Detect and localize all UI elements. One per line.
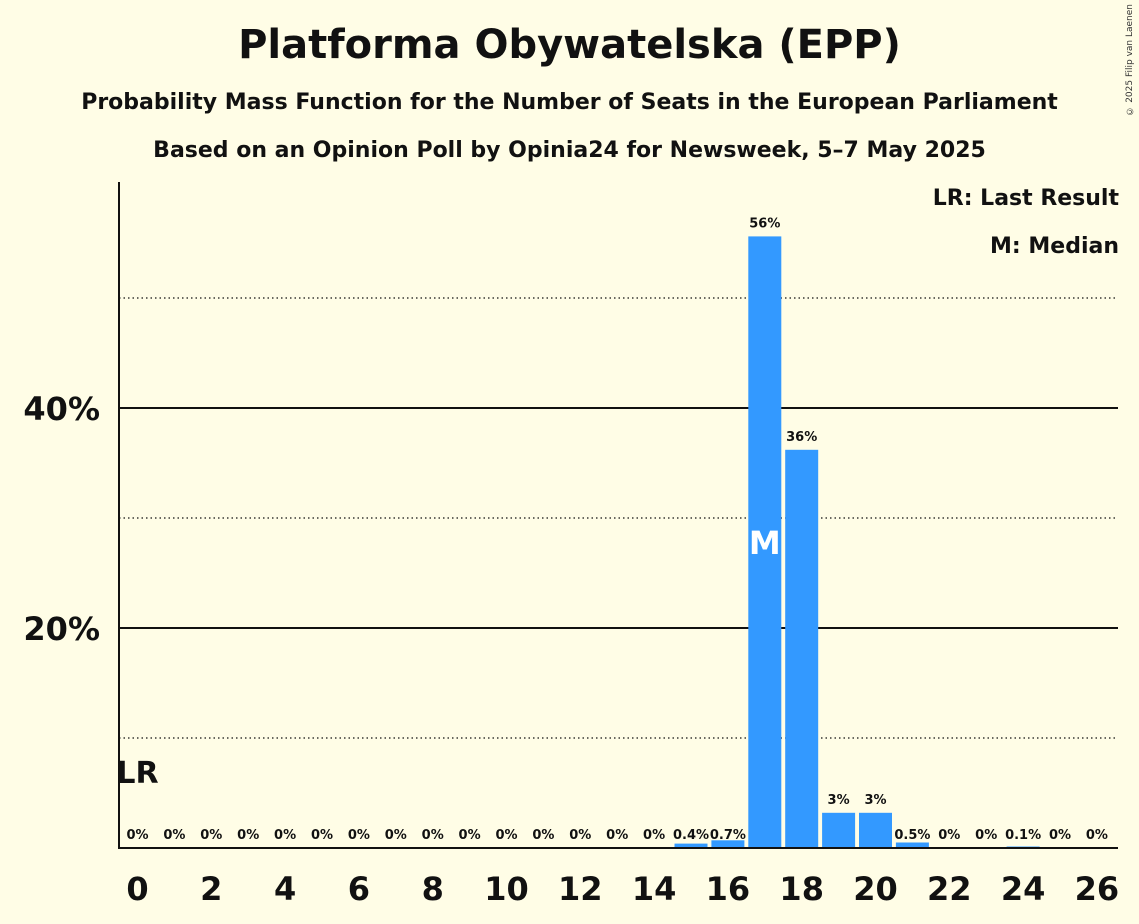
x-tick-label: 18 [779,870,824,908]
data-label-seat-23: 0% [975,828,997,843]
last-result-marker: LR [116,756,158,791]
bar-seat-18 [785,449,819,848]
data-label-seat-16: 0.7% [710,828,746,843]
data-label-seat-5: 0% [311,828,333,843]
x-tick-label: 2 [200,870,222,908]
bar-seat-17 [748,236,782,848]
data-label-seat-2: 0% [200,828,222,843]
bar-seat-20 [859,812,892,848]
y-tick-label: 20% [23,610,100,648]
data-label-seat-7: 0% [385,828,407,843]
data-label-seat-18: 36% [786,430,817,445]
x-tick-label: 22 [927,870,972,908]
data-label-seat-9: 0% [459,828,481,843]
data-label-seat-0: 0% [126,828,148,843]
data-label-seat-8: 0% [422,828,444,843]
x-tick-label: 4 [274,870,296,908]
data-label-seat-21: 0.5% [894,828,930,843]
data-label-seat-12: 0% [569,828,591,843]
data-label-seat-20: 3% [864,793,886,808]
data-label-seat-15: 0.4% [673,828,709,843]
x-tick-label: 6 [348,870,370,908]
x-tick-label: 20 [853,870,898,908]
bar-seat-19 [822,812,856,848]
x-tick-label: 0 [126,870,148,908]
y-tick-label: 40% [23,390,100,428]
data-label-seat-4: 0% [274,828,296,843]
data-label-seat-1: 0% [163,828,185,843]
x-tick-label: 8 [422,870,444,908]
data-label-seat-6: 0% [348,828,370,843]
chart-subtitle: Probability Mass Function for the Number… [81,90,1058,115]
legend-last-result: LR: Last Result [932,186,1119,211]
data-label-seat-10: 0% [495,828,517,843]
x-tick-label: 24 [1001,870,1046,908]
legend-median: M: Median [990,234,1119,259]
data-label-seat-19: 3% [828,793,850,808]
chart-title: Platforma Obywatelska (EPP) [238,22,901,68]
bar-seat-15 [674,843,708,848]
bar-seat-16 [711,840,745,848]
data-label-seat-11: 0% [532,828,554,843]
x-tick-label: 12 [558,870,603,908]
x-tick-label: 26 [1075,870,1120,908]
data-label-seat-22: 0% [938,828,960,843]
median-marker: M [749,524,781,562]
data-label-seat-26: 0% [1086,828,1108,843]
data-label-seat-24: 0.1% [1005,828,1041,843]
data-label-seat-14: 0% [643,828,665,843]
x-tick-label: 16 [706,870,751,908]
chart-source: Based on an Opinion Poll by Opinia24 for… [153,138,986,163]
data-label-seat-13: 0% [606,828,628,843]
x-tick-label: 10 [484,870,529,908]
data-label-seat-3: 0% [237,828,259,843]
data-label-seat-17: 56% [749,216,780,231]
data-label-seat-25: 0% [1049,828,1071,843]
bar-seat-21 [895,842,929,848]
x-tick-label: 14 [632,870,677,908]
